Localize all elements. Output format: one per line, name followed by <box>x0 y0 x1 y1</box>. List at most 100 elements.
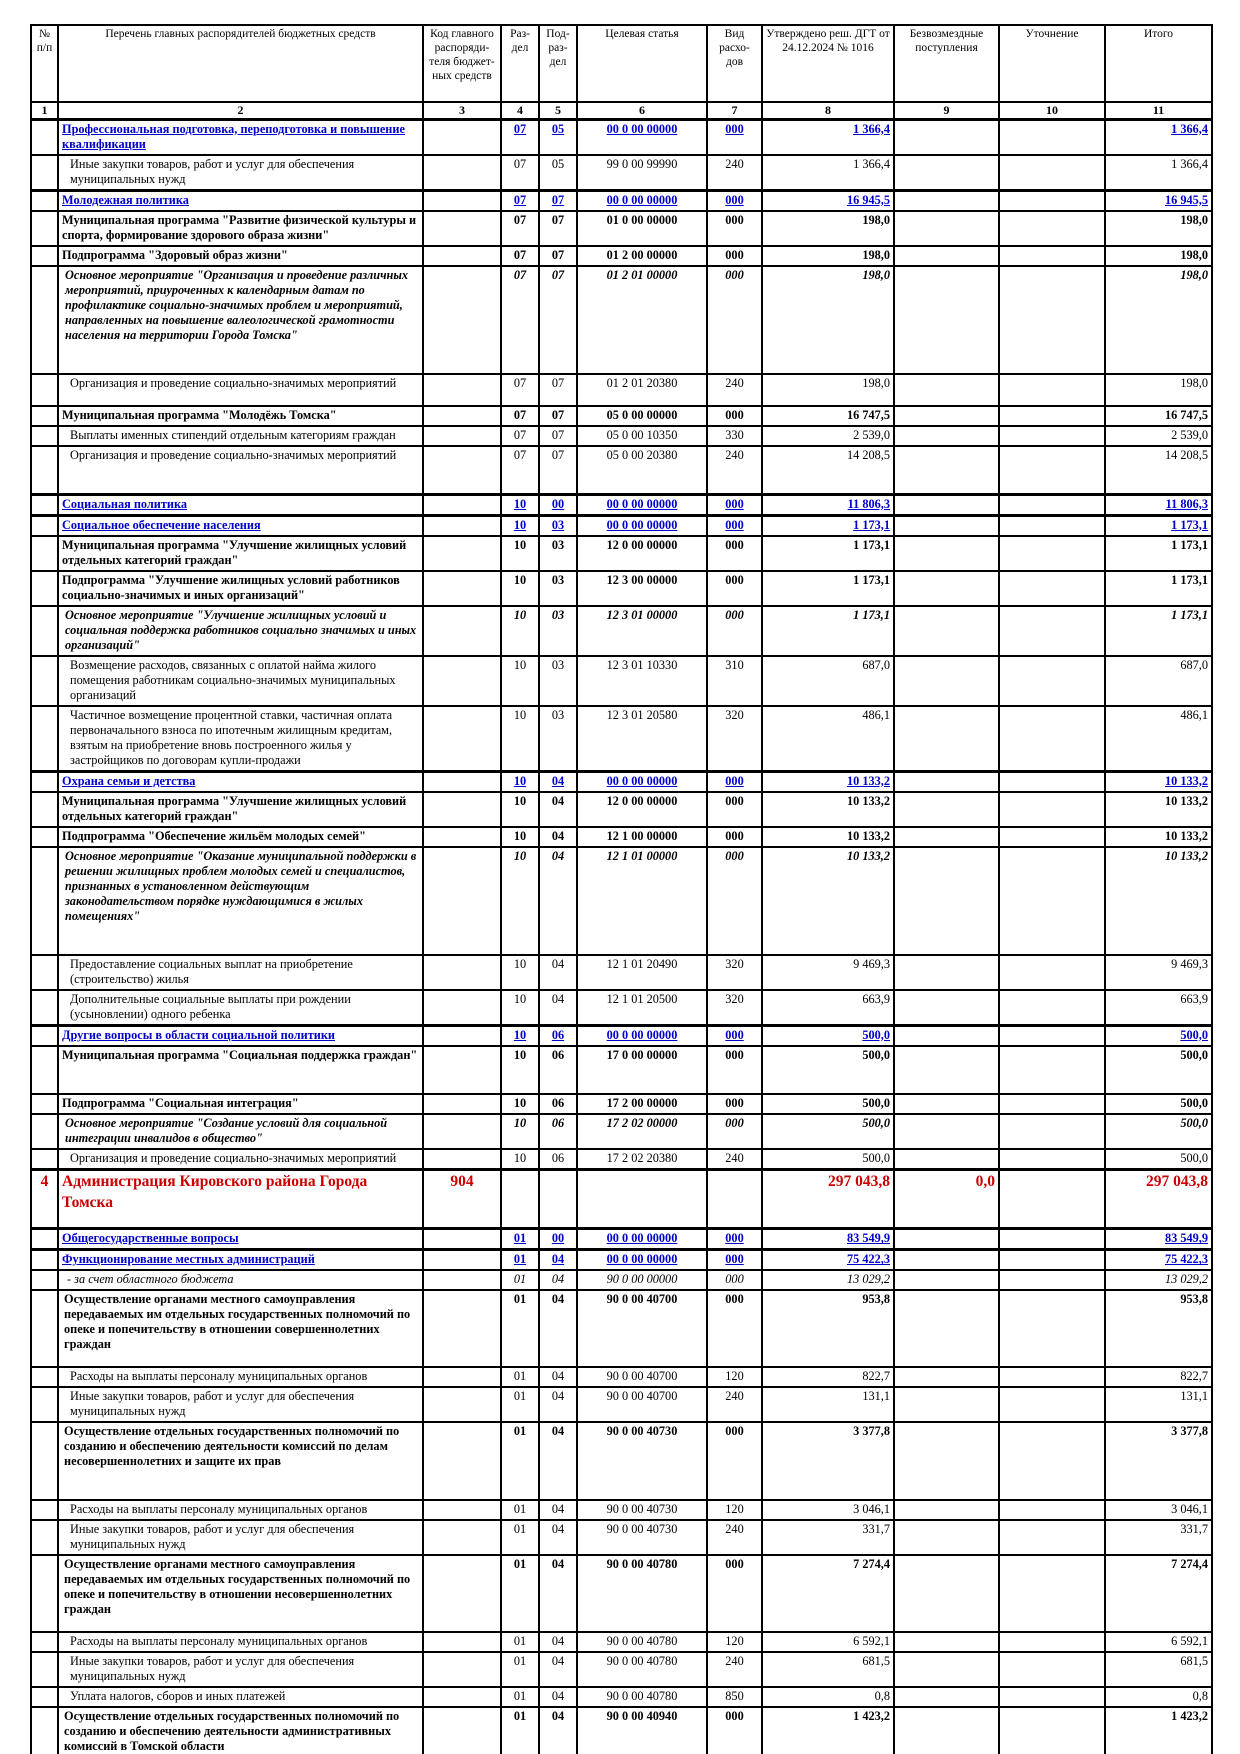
table-row: Общегосударственные вопросы 01 00 00 0 00 0… <box>30 1227 1213 1251</box>
table-row: Муниципальная программа "Социальная подд… <box>30 1044 1213 1095</box>
cell-gratuitous <box>893 1519 1000 1557</box>
table-row: Подпрограмма "Обеспечение жильём молодых… <box>30 825 1213 848</box>
cell-name: Подпрограмма "Улучшение жилищных условий… <box>57 569 424 607</box>
cell-total: 198,0 <box>1104 209 1213 247</box>
cell-target-article: 90 0 00 00000 <box>576 1269 708 1292</box>
cell-expense-type: 000 <box>706 769 763 793</box>
table-row: Другие вопросы в области социальной поли… <box>30 1023 1213 1047</box>
cell-section: 07 <box>500 244 540 267</box>
cell-subsection: 07 <box>538 372 578 407</box>
cell-section: 01 <box>500 1227 540 1251</box>
colnum-6: 6 <box>576 100 708 121</box>
cell-subsection: 07 <box>538 209 578 247</box>
cell-total: 10 133,2 <box>1104 845 1213 956</box>
table-row: Муниципальная программа "Развитие физиче… <box>30 209 1213 247</box>
cell-total: 500,0 <box>1104 1044 1213 1095</box>
cell-target-article: 01 2 01 20380 <box>576 372 708 407</box>
cell-gratuitous <box>893 569 1000 607</box>
cell-gratuitous <box>893 953 1000 991</box>
cell-subsection: 07 <box>538 424 578 447</box>
cell-name: Муниципальная программа "Развитие физиче… <box>57 209 424 247</box>
cell-total: 1 173,1 <box>1104 534 1213 572</box>
cell-code <box>422 604 502 657</box>
cell-gratuitous <box>893 1147 1000 1171</box>
cell-expense-type: 850 <box>706 1686 763 1709</box>
cell-name: Иные закупки товаров, работ и услуг для … <box>57 1519 424 1557</box>
cell-code <box>422 1044 502 1095</box>
cell-approved: 16 747,5 <box>761 404 895 427</box>
cell-target-article: 05 0 00 20380 <box>576 444 708 496</box>
cell-approved: 1 173,1 <box>761 569 895 607</box>
cell-clarification <box>998 1499 1106 1522</box>
cell-subsection: 04 <box>538 790 578 828</box>
cell-clarification <box>998 1044 1106 1095</box>
cell-num <box>30 1686 59 1709</box>
table-row: Осуществление органами местного самоупра… <box>30 1554 1213 1634</box>
cell-section: 10 <box>500 513 540 537</box>
cell-subsection: 04 <box>538 769 578 793</box>
cell-clarification <box>998 1706 1106 1754</box>
header-label-row: № п/п Перечень главных распорядителей бю… <box>30 24 1213 103</box>
cell-section: 10 <box>500 825 540 848</box>
cell-name: Дополнительные социальные выплаты при ро… <box>57 988 424 1027</box>
cell-section: 01 <box>500 1248 540 1272</box>
cell-section: 07 <box>500 264 540 375</box>
header-expense-type: Вид расхо- дов <box>706 24 763 103</box>
cell-section: 07 <box>500 153 540 192</box>
cell-section: 10 <box>500 1023 540 1047</box>
cell-approved: 10 133,2 <box>761 845 895 956</box>
colnum-9: 9 <box>893 100 1000 121</box>
budget-table: № п/п Перечень главных распорядителей бю… <box>30 24 1213 1754</box>
cell-name: Основное мероприятие "Улучшение жилищных… <box>57 604 424 657</box>
cell-target-article: 17 2 00 00000 <box>576 1092 708 1115</box>
cell-target-article: 01 2 01 00000 <box>576 264 708 375</box>
table-row: Осуществление органами местного самоупра… <box>30 1289 1213 1369</box>
cell-section: 07 <box>500 117 540 156</box>
cell-gratuitous <box>893 1651 1000 1689</box>
cell-expense-type: 000 <box>706 1269 763 1292</box>
cell-code <box>422 790 502 828</box>
cell-code <box>422 1248 502 1272</box>
cell-subsection: 06 <box>538 1023 578 1047</box>
cell-code <box>422 1269 502 1292</box>
cell-total: 822,7 <box>1104 1366 1213 1389</box>
table-row: Основное мероприятие "Организация и пров… <box>30 264 1213 375</box>
cell-expense-type: 120 <box>706 1631 763 1654</box>
cell-target-article: 12 0 00 00000 <box>576 790 708 828</box>
cell-gratuitous <box>893 845 1000 956</box>
cell-total: 13 029,2 <box>1104 1269 1213 1292</box>
cell-subsection: 04 <box>538 1519 578 1557</box>
cell-code <box>422 1499 502 1522</box>
cell-total: 10 133,2 <box>1104 769 1213 793</box>
cell-subsection: 04 <box>538 1386 578 1424</box>
cell-target-article: 90 0 00 40780 <box>576 1631 708 1654</box>
cell-subsection: 04 <box>538 953 578 991</box>
cell-name: Возмещение расходов, связанных с оплатой… <box>57 654 424 707</box>
cell-expense-type: 000 <box>706 492 763 517</box>
cell-code: 904 <box>422 1167 502 1231</box>
cell-target-article: 00 0 00 00000 <box>576 492 708 517</box>
cell-clarification <box>998 1651 1106 1689</box>
cell-section: 10 <box>500 492 540 517</box>
cell-expense-type: 000 <box>706 404 763 427</box>
cell-subsection <box>538 1167 578 1231</box>
cell-gratuitous <box>893 1044 1000 1095</box>
cell-approved: 198,0 <box>761 372 895 407</box>
table-row: Уплата налогов, сборов и иных платежей 01… <box>30 1686 1213 1709</box>
cell-approved: 10 133,2 <box>761 769 895 793</box>
header-clarification: Уточнение <box>998 24 1106 103</box>
cell-target-article: 01 2 00 00000 <box>576 244 708 267</box>
cell-gratuitous <box>893 209 1000 247</box>
table-row: Организация и проведение социально-значи… <box>30 372 1213 407</box>
table-row: Подпрограмма "Социальная интеграция" 10 06… <box>30 1092 1213 1115</box>
cell-total: 16 747,5 <box>1104 404 1213 427</box>
cell-num <box>30 1112 59 1150</box>
cell-clarification <box>998 404 1106 427</box>
cell-name: Уплата налогов, сборов и иных платежей <box>57 1686 424 1709</box>
cell-subsection: 05 <box>538 153 578 192</box>
cell-code <box>422 845 502 956</box>
cell-clarification <box>998 424 1106 447</box>
cell-num <box>30 1706 59 1754</box>
cell-target-article: 12 3 00 00000 <box>576 569 708 607</box>
cell-approved: 500,0 <box>761 1092 895 1115</box>
